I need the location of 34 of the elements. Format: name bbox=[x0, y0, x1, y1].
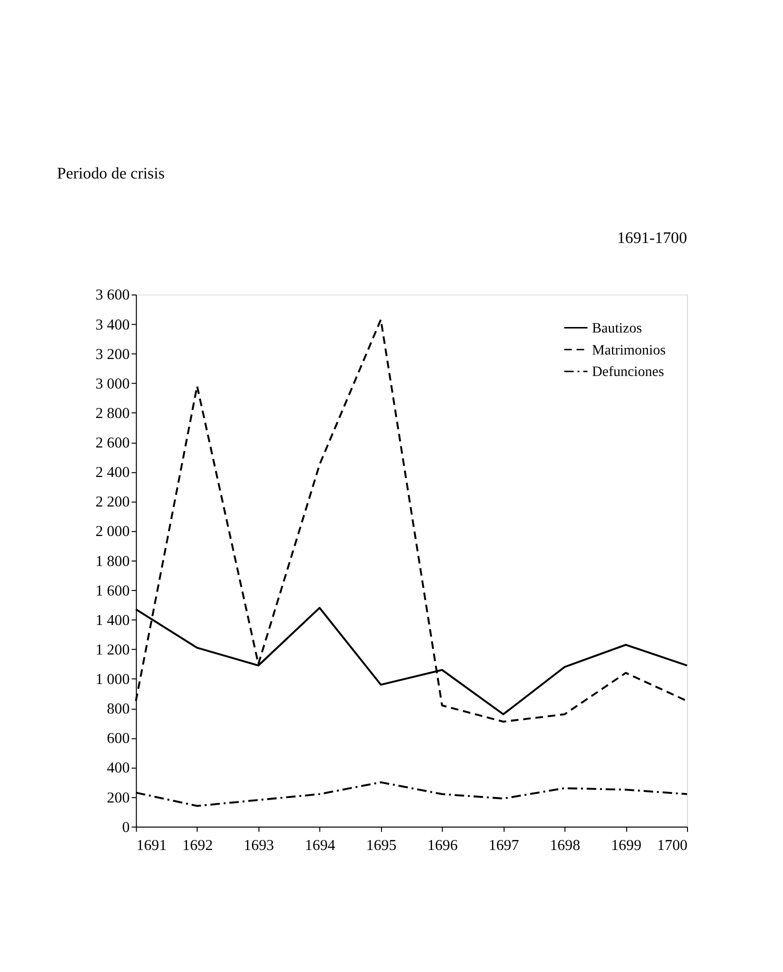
y-tick-label: 400 bbox=[106, 760, 130, 777]
chart-title: Periodo de crisis bbox=[57, 166, 165, 183]
y-tick-label: 3 600 bbox=[96, 286, 130, 304]
legend-label: Bautizos bbox=[592, 320, 642, 336]
x-tick-label: 1695 bbox=[366, 836, 396, 854]
y-tick-label: 3 200 bbox=[96, 346, 130, 363]
x-tick-label: 1692 bbox=[182, 836, 213, 854]
y-tick-label: 800 bbox=[106, 700, 130, 718]
legend-label: Defunciones bbox=[592, 364, 664, 380]
y-tick-label: 2 000 bbox=[96, 523, 130, 540]
y-tick-label: 2 600 bbox=[96, 434, 130, 452]
x-tick-label: 1699 bbox=[611, 836, 642, 854]
legend-label: Matrimonios bbox=[592, 342, 666, 358]
x-tick-label: 1696 bbox=[427, 836, 458, 854]
y-tick-label: 1 200 bbox=[96, 641, 130, 658]
y-tick-label: 2 200 bbox=[96, 494, 130, 511]
y-tick-label: 2 800 bbox=[96, 404, 130, 422]
x-tick-label: 1694 bbox=[304, 836, 336, 854]
y-tick-label: 600 bbox=[106, 730, 130, 748]
y-tick-label: 3 000 bbox=[96, 375, 130, 392]
x-tick-label: 1700 bbox=[657, 836, 688, 854]
y-tick-label: 200 bbox=[106, 789, 130, 806]
y-tick-label: 1 400 bbox=[96, 612, 130, 629]
y-tick-label: 2 400 bbox=[96, 464, 130, 482]
text: 1691-1700 bbox=[617, 230, 688, 248]
y-tick-label: 1 800 bbox=[96, 552, 130, 570]
y-tick-label: 1 000 bbox=[96, 671, 130, 688]
y-tick-label: 0 bbox=[122, 818, 130, 836]
x-tick-label: 1693 bbox=[244, 836, 274, 854]
y-tick-label: 3 400 bbox=[96, 316, 130, 334]
x-tick-label: 1691 bbox=[136, 836, 167, 854]
x-tick-label: 1697 bbox=[488, 836, 520, 854]
y-tick-label: 1 600 bbox=[96, 582, 130, 600]
x-tick-label: 1698 bbox=[550, 836, 581, 854]
